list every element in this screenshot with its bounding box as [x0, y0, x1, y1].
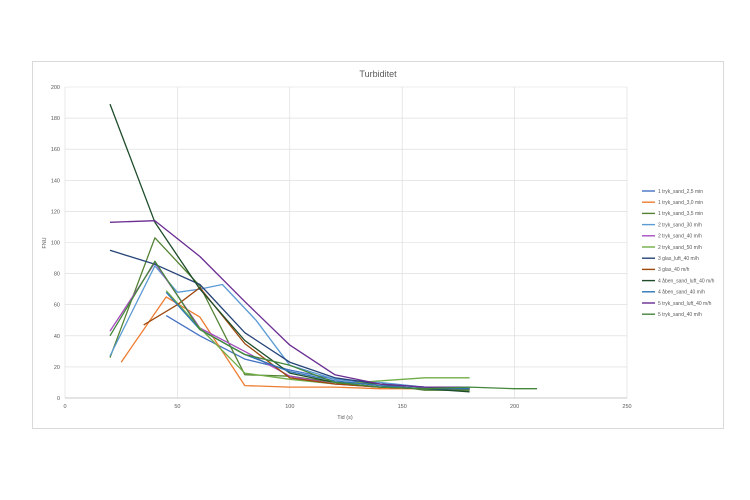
y-tick-label: 40: [54, 334, 60, 340]
legend-label: 5 tryk_sand_40 m/h: [658, 312, 702, 318]
y-tick-label: 80: [54, 272, 60, 278]
legend-item: 2 tryk_sand_50 m/h: [642, 245, 702, 251]
series-line-6: [165, 290, 470, 385]
y-tick-label: 160: [51, 147, 60, 153]
x-tick-label: 100: [285, 404, 294, 410]
x-tick-label: 200: [510, 404, 519, 410]
x-tick-label: 250: [622, 404, 631, 410]
y-tick-label: 180: [51, 116, 60, 122]
legend-item: 3 glas_40 m/h: [642, 267, 690, 273]
legend-item: 4 åben_sand_40 m/h: [642, 289, 705, 296]
y-axis-title: FNU: [42, 237, 48, 248]
series-line-12: [109, 260, 538, 390]
legend-label: 3 glas_luft_40 m/h: [658, 256, 699, 262]
legend-label: 1 tryk_sand_3,5 min: [658, 211, 703, 217]
series-lines: [109, 103, 538, 393]
series-line-2: [120, 296, 470, 391]
y-tick-label: 60: [54, 303, 60, 309]
y-tick-label: 200: [51, 85, 60, 91]
legend-item: 3 glas_luft_40 m/h: [642, 256, 699, 262]
chart-area: [32, 61, 724, 429]
y-tick-label: 140: [51, 178, 60, 184]
x-tick-label: 50: [174, 404, 180, 410]
legend-label: 2 tryk_sand_30 m/h: [658, 222, 702, 228]
y-tick-label: 120: [51, 209, 60, 215]
x-axis-title: Tid (s): [337, 415, 353, 421]
legend: 1 tryk_sand_2,5 min 1 tryk_sand_3,0 min 1 …: [642, 189, 715, 318]
series-line-11: [109, 220, 470, 388]
y-tick-label: 20: [54, 365, 60, 371]
legend-label: 4 åben_sand_luft_40 m/h: [658, 277, 715, 284]
legend-item: 1 tryk_sand_2,5 min: [642, 189, 703, 195]
legend-label: 1 tryk_sand_3,0 min: [658, 200, 703, 206]
x-axis-ticks: 0 50 100 150 200 250: [63, 404, 631, 410]
legend-label: 2 tryk_sand_50 m/h: [658, 245, 702, 251]
y-tick-label: 100: [51, 241, 60, 247]
legend-label: 3 glas_40 m/h: [658, 267, 690, 273]
x-tick-label: 0: [63, 404, 66, 410]
y-axis-ticks: 0 20 40 60 80 100 120 140 160 180 200: [51, 85, 60, 402]
legend-item: 5 tryk_sand_luft_40 m/h: [642, 301, 712, 307]
legend-item: 1 tryk_sand_3,0 min: [642, 200, 703, 206]
legend-item: 4 åben_sand_luft_40 m/h: [642, 277, 715, 284]
legend-label: 5 tryk_sand_luft_40 m/h: [658, 301, 712, 307]
legend-item: 2 tryk_sand_30 m/h: [642, 222, 702, 228]
y-tick-label: 0: [57, 396, 60, 402]
legend-item: 1 tryk_sand_3,5 min: [642, 211, 703, 217]
legend-label: 1 tryk_sand_2,5 min: [658, 189, 703, 195]
x-tick-label: 150: [398, 404, 407, 410]
legend-item: 5 tryk_sand_40 m/h: [642, 312, 702, 318]
legend-label: 4 åben_sand_40 m/h: [658, 289, 705, 296]
legend-item: 2 tryk_sand_40 m/h: [642, 234, 702, 240]
chart-title: Turbiditet: [359, 69, 397, 79]
legend-label: 2 tryk_sand_40 m/h: [658, 234, 702, 240]
grid: [64, 86, 628, 399]
